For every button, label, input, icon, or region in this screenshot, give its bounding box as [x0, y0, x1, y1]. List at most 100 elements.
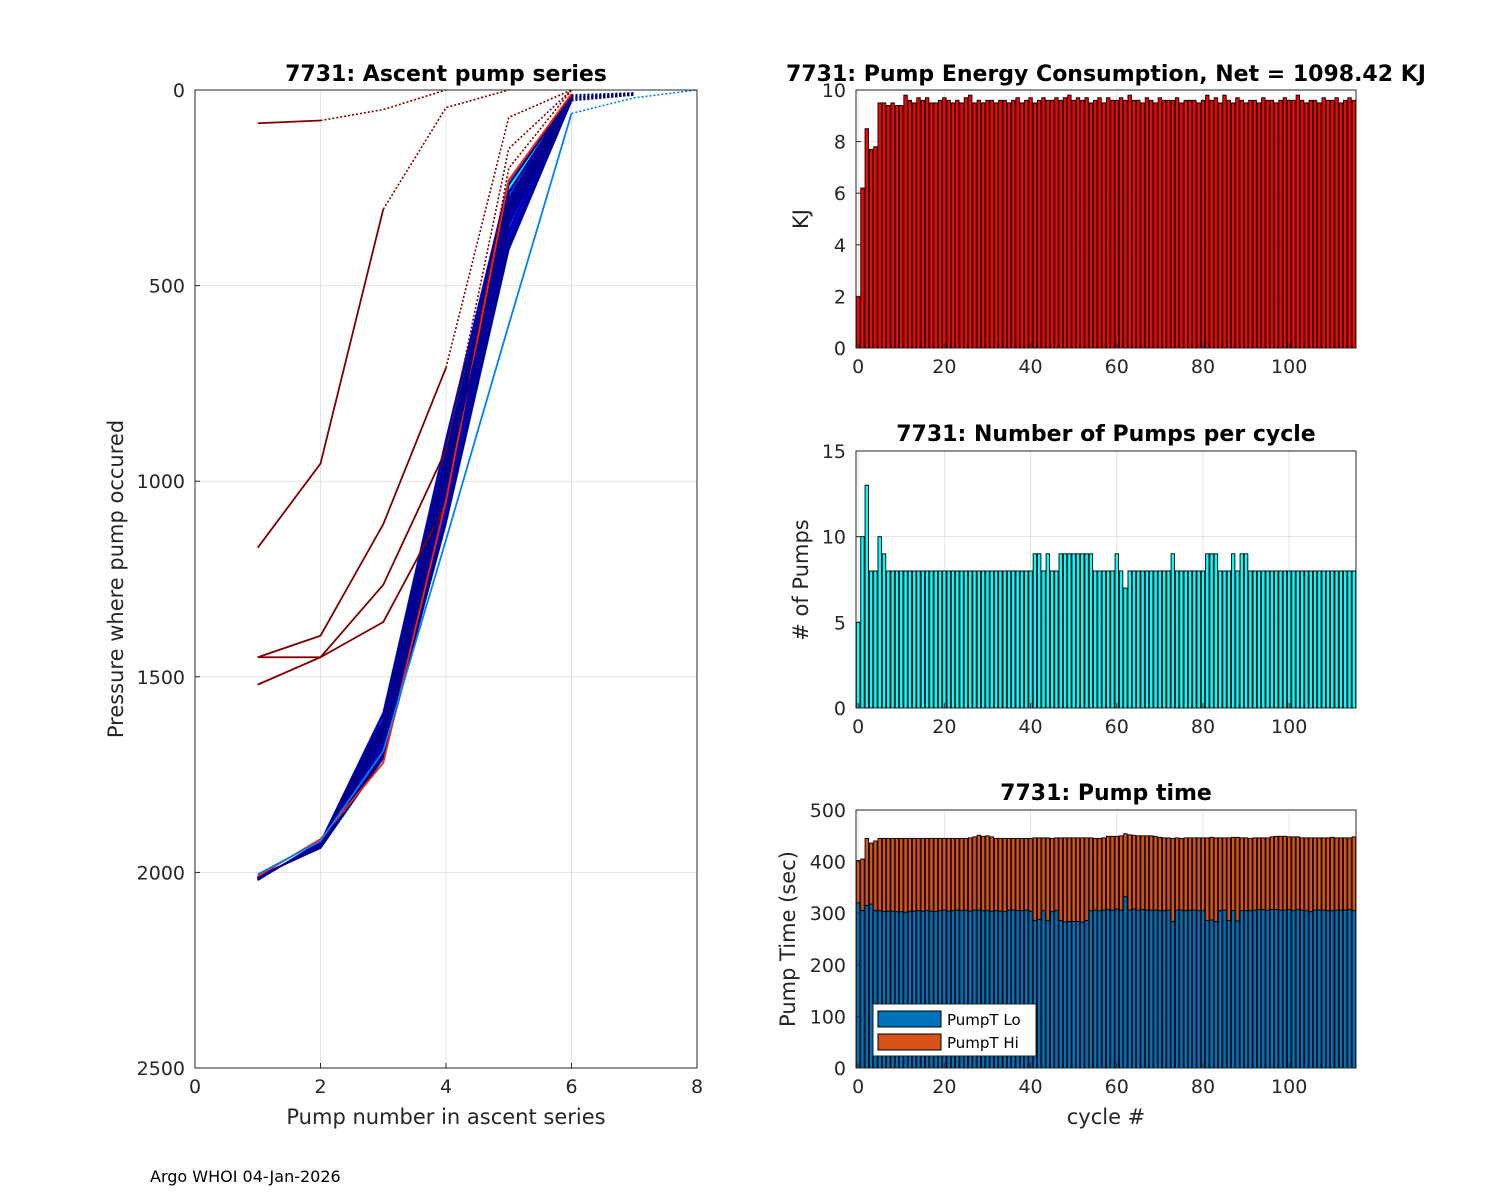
pumps-bar — [855, 621, 861, 709]
energy-bar — [1235, 97, 1240, 349]
pumptime-bar-lo — [1265, 909, 1270, 1069]
energy-bar — [1170, 99, 1175, 349]
pumps-bar — [1114, 553, 1119, 709]
pumptime-bar-hi — [1308, 837, 1313, 913]
pumps-ytick-label: 5 — [834, 612, 846, 634]
energy-bar — [1338, 102, 1344, 349]
pumps-bar — [1170, 553, 1175, 709]
pumptime-bar-lo — [868, 903, 874, 1069]
pumptime-bar-lo — [1338, 909, 1344, 1069]
pumptime-bar-hi — [1075, 837, 1081, 922]
pumptime-bar-hi — [1265, 837, 1270, 911]
energy-bar — [1205, 94, 1210, 349]
pumptime-bar-hi — [1093, 837, 1098, 911]
ascent-ytick-label: 1500 — [137, 667, 185, 689]
pumps-bar — [1149, 570, 1154, 709]
ascent-profile-line — [257, 99, 573, 878]
pumptime-bar-hi — [1011, 837, 1016, 911]
pumps-bar — [998, 570, 1003, 709]
pumptime-bar-hi — [1325, 837, 1331, 912]
pumptime-bar-hi — [860, 858, 865, 912]
ascent-series-line — [257, 119, 321, 125]
pumps-bar — [1343, 570, 1348, 709]
pumptime-bar-hi — [1330, 836, 1335, 912]
pumptime-bar-hi — [1209, 836, 1214, 921]
pumptime-bar-hi — [1037, 837, 1042, 920]
pumptime-bar-hi — [1274, 835, 1279, 911]
energy-bar — [1330, 99, 1335, 349]
energy-bar — [855, 295, 861, 349]
pumptime-bar-hi — [1157, 836, 1163, 912]
pumps-bar — [1230, 553, 1236, 709]
energy-bar — [1105, 97, 1111, 349]
pumps-bar — [1213, 553, 1219, 709]
pumptime-bar-lo — [1088, 910, 1094, 1069]
pumptime-bar-hi — [903, 837, 908, 913]
energy-bar — [1032, 102, 1038, 349]
pumps-bar — [1097, 570, 1102, 709]
pumptime-bar-lo — [1218, 910, 1223, 1069]
ascent-ytick-label: 2000 — [137, 862, 185, 884]
pumps-bar — [873, 570, 878, 709]
pumps-bar — [1131, 570, 1137, 709]
pumptime-bar-hi — [976, 834, 982, 911]
pumps-bar — [955, 570, 960, 709]
energy-bar — [1067, 94, 1072, 349]
energy-bar — [1127, 94, 1132, 349]
energy-bar — [1028, 97, 1033, 349]
pumptime-bar-lo — [1343, 909, 1348, 1069]
pumps-bar — [1308, 570, 1313, 709]
ascent-series-dotted — [445, 89, 573, 451]
pumptime-bar-hi — [1239, 837, 1244, 912]
pumps-bar — [1321, 570, 1326, 709]
pumptime-bar-hi — [1287, 836, 1292, 911]
pumptime-bar-hi — [933, 837, 938, 913]
pumps-bar — [886, 570, 891, 709]
pumps-bar — [1123, 587, 1128, 709]
pumptime-bar-hi — [1347, 837, 1352, 911]
energy-bar — [1002, 99, 1007, 349]
pumptime-bar-hi — [873, 840, 878, 912]
pumptime-bar-lo — [1093, 909, 1098, 1069]
energy-bar — [1321, 97, 1326, 349]
pumptime-bar-hi — [916, 837, 921, 912]
energy-bar — [1054, 97, 1059, 349]
pumps-bar — [950, 570, 956, 709]
energy-bar — [1162, 99, 1167, 349]
pumptime-bar-hi — [1230, 836, 1236, 912]
pumps-bar — [1351, 570, 1357, 709]
pumptime-bar-lo — [1261, 909, 1266, 1069]
pumptime-bar-hi — [912, 837, 917, 912]
energy-bar — [1093, 99, 1098, 349]
energy-bar — [1265, 99, 1270, 349]
pumptime-bar-hi — [1041, 837, 1046, 912]
pumps-bar — [1256, 570, 1262, 709]
pumps-bar — [1235, 570, 1240, 709]
pumptime-bar-hi — [1101, 837, 1107, 911]
pumptime-bar-lo — [1071, 921, 1076, 1069]
energy-bar — [1136, 99, 1141, 349]
pumps-bar — [1317, 570, 1322, 709]
pumptime-bar-lo — [1101, 909, 1107, 1069]
energy-bar — [1062, 97, 1068, 349]
energy-bar — [1278, 99, 1283, 349]
pumptime-bar-hi — [998, 837, 1003, 912]
energy-bar — [1222, 94, 1227, 349]
pumptime-bar-lo — [1067, 921, 1072, 1069]
pumps-bar — [868, 570, 874, 709]
pumptime-bar-lo — [1317, 909, 1322, 1069]
pumptime-bar-lo — [855, 902, 861, 1069]
pumps-bar — [1045, 553, 1050, 709]
pumps-bar — [1084, 553, 1089, 709]
energy-bar — [1011, 99, 1016, 349]
pumps-bar — [1118, 570, 1124, 709]
pumptime-bar-hi — [1045, 837, 1050, 921]
energy-bar — [903, 94, 908, 349]
energy-xtick-label: 0 — [852, 356, 864, 378]
ascent-series-dotted — [571, 93, 635, 99]
pumps-ytick-label: 15 — [822, 441, 846, 463]
energy-bar — [1101, 102, 1107, 349]
pumptime-ticks: 0 20 40 60 80 100 0 100 200 300 400 500 — [810, 800, 1308, 1098]
pumps-bar — [924, 570, 930, 709]
pumptime-bar-hi — [1149, 835, 1154, 911]
